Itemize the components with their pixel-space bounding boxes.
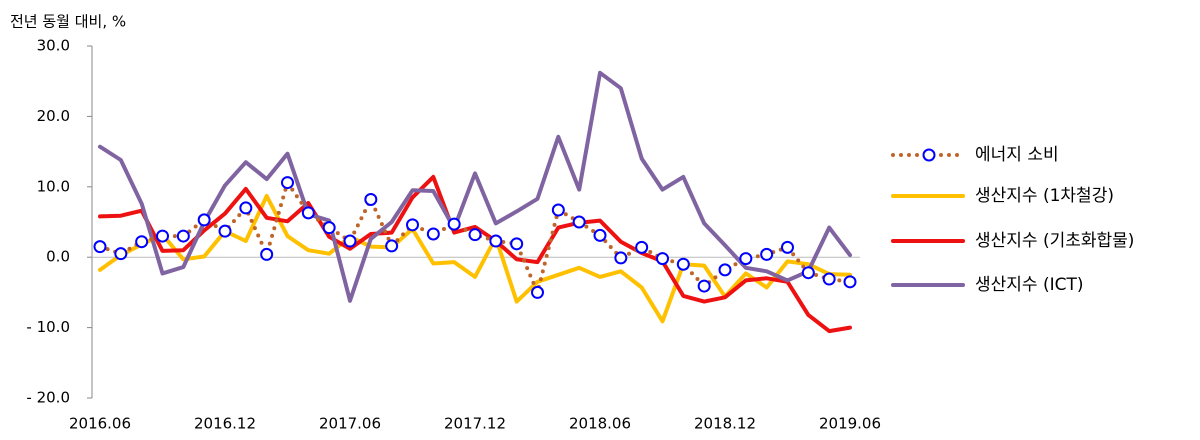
series-marker	[156, 229, 169, 243]
series-marker	[801, 266, 815, 280]
series-marker	[531, 285, 544, 299]
x-tick-label: 2016.12	[194, 415, 256, 433]
series-marker	[656, 252, 669, 266]
series-marker	[489, 234, 503, 248]
series-marker	[739, 252, 753, 266]
series-marker	[93, 240, 107, 254]
series-marker	[322, 221, 336, 235]
x-tick-label: 2018.12	[694, 415, 756, 433]
plot-area: - 20.0 - 10.0 0.0 10.0 20.0 30.0 2016.06 2016.1…	[26, 37, 881, 433]
series-marker	[239, 201, 253, 215]
series-marker	[364, 192, 378, 206]
series-marker	[614, 251, 628, 265]
series-marker	[426, 227, 440, 241]
series-marker	[281, 176, 294, 190]
y-tick-label: - 10.0	[26, 318, 70, 336]
y-tick-label: 0.0	[46, 248, 70, 266]
series-marker	[197, 213, 211, 227]
series-marker	[781, 240, 794, 254]
series-marker	[676, 257, 690, 271]
y-tick-label: 30.0	[37, 37, 70, 55]
series-marker	[385, 239, 399, 253]
series-marker	[468, 228, 482, 242]
x-tick-label: 2017.12	[444, 415, 506, 433]
legend-label: 생산지수 (기초화합물)	[975, 231, 1134, 251]
x-tick-label: 2018.06	[569, 415, 631, 433]
series-marker	[760, 247, 774, 261]
series-marker	[135, 235, 149, 249]
series-marker	[635, 240, 649, 254]
series-marker	[551, 203, 565, 217]
legend-label: 생산지수 (ICT)	[975, 275, 1084, 295]
series-marker	[572, 215, 586, 229]
series-marker	[843, 275, 857, 289]
y-tick-label: 20.0	[37, 107, 70, 125]
series-marker	[218, 224, 232, 238]
series-line	[98, 174, 852, 334]
series-marker	[510, 237, 524, 251]
series-marker	[822, 272, 836, 286]
series-marker	[301, 206, 315, 220]
legend-label: 에너지 소비	[975, 145, 1059, 165]
x-tick-label: 2019.06	[819, 415, 881, 433]
y-axis-label: 전년 동월 대비, %	[10, 13, 126, 31]
series-marker	[593, 228, 607, 242]
legend-label: 생산지수 (1차철강)	[975, 186, 1114, 206]
series-marker	[447, 217, 461, 231]
y-tick-label: 10.0	[37, 177, 70, 195]
series-marker	[260, 247, 274, 261]
series-marker	[343, 234, 357, 248]
series-marker	[406, 218, 419, 232]
y-tick-label: - 20.0	[26, 389, 70, 407]
series-marker	[176, 229, 190, 243]
series-line	[98, 70, 852, 303]
x-tick-label: 2017.06	[319, 415, 381, 433]
series-marker	[697, 279, 711, 293]
series-marker	[718, 263, 732, 277]
series-marker	[114, 247, 128, 261]
x-tick-label: 2016.06	[69, 415, 131, 433]
legend-marker	[922, 148, 936, 162]
